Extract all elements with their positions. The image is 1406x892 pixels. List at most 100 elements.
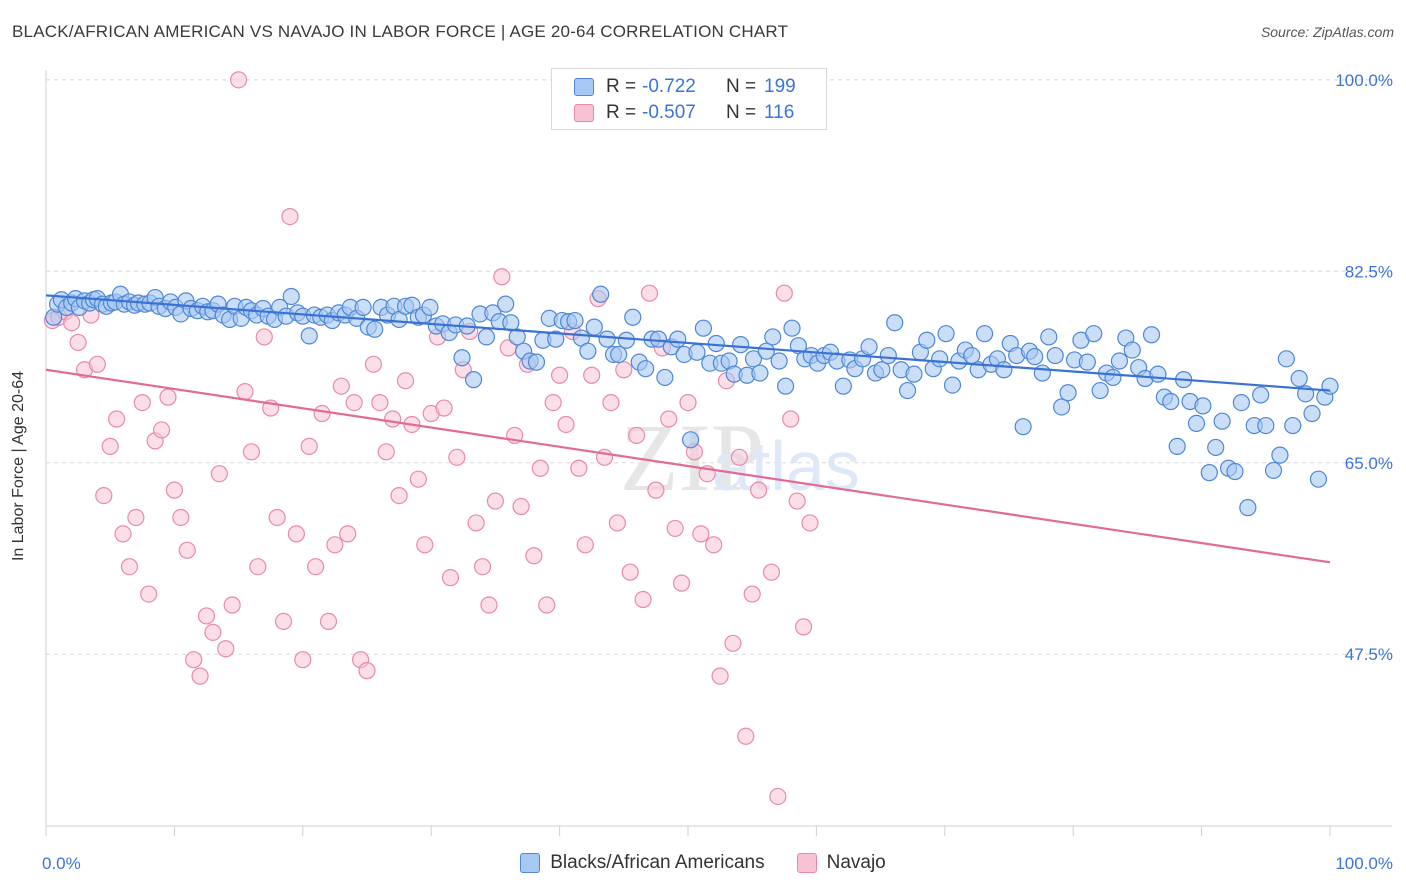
navajo-point — [512, 497, 530, 516]
black-african-american-point — [688, 343, 706, 361]
black-african-american-point — [732, 336, 750, 354]
navajo-point — [692, 525, 710, 543]
black-african-american-point — [1085, 325, 1103, 343]
black-african-american-point — [1104, 368, 1122, 387]
navajo-point — [660, 410, 678, 428]
navajo-point — [570, 459, 588, 477]
black-african-american-point — [943, 376, 962, 394]
black-african-american-point — [937, 325, 955, 343]
black-african-american-point — [1277, 350, 1295, 368]
black-african-american-point — [898, 381, 917, 400]
navajo-point — [441, 569, 460, 587]
black-african-american-point — [707, 334, 725, 353]
x-tick-label: 100.0% — [1335, 854, 1393, 873]
tick-labels: 47.5% 65.0% 82.5% 100.0% 0.0% 100.0% — [42, 71, 1393, 873]
black-african-american-point — [834, 377, 852, 395]
navajo-point — [666, 519, 684, 538]
navajo-point — [108, 410, 126, 428]
legend-swatch-blue — [520, 853, 541, 873]
legend-n-label: N = — [726, 76, 757, 97]
black-african-american-point — [1226, 462, 1244, 481]
black-african-american-point — [963, 346, 981, 365]
navajo-point — [236, 383, 254, 401]
black-african-american-point — [1290, 369, 1308, 388]
legend-label-navajo: Navajo — [826, 852, 886, 873]
black-african-american-point — [592, 285, 610, 303]
black-african-american-point — [1149, 365, 1167, 383]
black-african-american-point — [770, 352, 788, 370]
legend-r-value: -0.507 — [642, 102, 696, 123]
navajo-point — [127, 508, 145, 527]
navajo-point — [255, 328, 273, 346]
black-african-american-point — [617, 331, 635, 349]
black-african-american-point — [566, 311, 584, 330]
black-african-american-point — [354, 298, 372, 317]
black-african-american-point — [464, 371, 483, 389]
black-african-american-point — [905, 365, 923, 383]
navajo-point — [390, 486, 408, 505]
navajo-point — [409, 470, 427, 488]
blacks-trend-line — [45, 294, 1331, 392]
navajo-point — [608, 514, 626, 532]
navajo-point — [371, 393, 389, 412]
y-tick-label: 82.5% — [1345, 262, 1393, 281]
legend-swatch-pink — [574, 104, 594, 122]
legend-n-value: 199 — [764, 76, 796, 97]
navajo-point — [473, 558, 492, 576]
navajo-point — [782, 410, 800, 428]
navajo-point — [493, 268, 511, 286]
navajo-points — [43, 71, 819, 806]
black-african-american-point — [879, 346, 897, 365]
navajo-point — [300, 437, 318, 455]
black-african-american-point — [624, 308, 642, 326]
legend-item-blacks[interactable]: Blacks/African Americans — [520, 852, 765, 874]
y-axis-label: In Labor Force | Age 20-64 — [10, 370, 27, 562]
navajo-point — [801, 514, 819, 532]
navajo-point — [788, 492, 806, 510]
navajo-point — [319, 612, 338, 631]
black-african-american-point — [497, 295, 515, 313]
navajo-point — [647, 481, 665, 499]
black-african-american-point — [681, 431, 700, 449]
navajo-point — [63, 314, 81, 332]
black-african-american-point — [547, 330, 565, 348]
navajo-point — [711, 667, 729, 685]
navajo-point — [775, 284, 793, 302]
black-african-american-point — [783, 319, 801, 337]
navajo-point — [294, 651, 312, 669]
navajo-point — [358, 662, 376, 680]
legend-row-blacks: R = -0.722 N = 199 — [574, 75, 796, 99]
navajo-point — [274, 612, 293, 631]
black-african-american-point — [886, 314, 904, 332]
black-african-american-point — [1046, 346, 1064, 365]
navajo-point — [525, 547, 543, 565]
navajo-point — [769, 787, 787, 806]
legend-item-navajo[interactable]: Navajo — [796, 852, 886, 874]
navajo-point — [672, 574, 691, 592]
navajo-point — [550, 366, 569, 384]
navajo-point — [133, 393, 151, 412]
black-african-american-point — [282, 287, 300, 306]
black-african-american-point — [1252, 386, 1270, 404]
black-african-american-point — [669, 330, 687, 348]
navajo-point — [583, 366, 601, 384]
black-african-american-point — [1110, 352, 1129, 370]
navajo-point — [101, 437, 119, 455]
black-african-american-point — [1239, 499, 1257, 517]
navajo-point — [557, 415, 575, 434]
navajo-point — [737, 727, 755, 745]
navajo-point — [152, 421, 171, 439]
legend-r-label: R = — [606, 102, 637, 123]
black-african-american-point — [508, 328, 526, 346]
navajo-point — [364, 355, 383, 373]
chart-title: BLACK/AFRICAN AMERICAN VS NAVAJO IN LABO… — [12, 22, 789, 41]
navajo-point — [621, 563, 639, 581]
navajo-point — [435, 399, 453, 417]
legend-label-blacks: Blacks/African Americans — [550, 852, 765, 873]
black-african-american-point — [776, 377, 795, 395]
black-african-american-point — [1026, 348, 1044, 366]
navajo-point — [628, 426, 646, 445]
navajo-point — [159, 388, 177, 406]
navajo-point — [249, 558, 267, 576]
black-african-american-point — [477, 328, 496, 346]
